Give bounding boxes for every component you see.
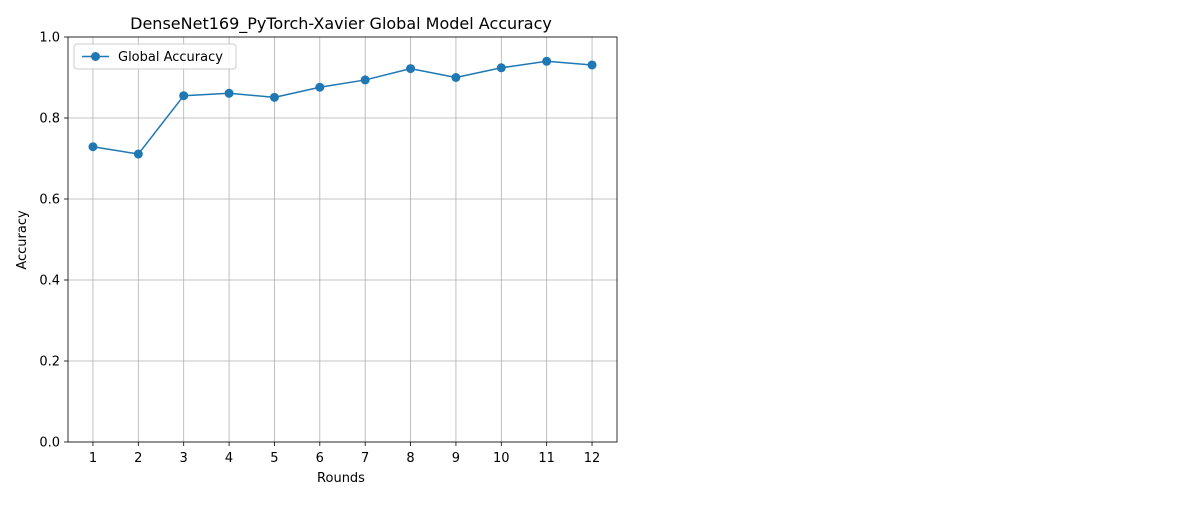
data-point bbox=[269, 92, 279, 102]
data-point bbox=[315, 82, 325, 92]
x-tick-label: 1 bbox=[89, 451, 97, 466]
y-tick-label: 0.4 bbox=[39, 274, 60, 289]
axes-layer: 1 2 3 4 5 6 7 8 9 10 11 120.00.20.40.60.81.0 bbox=[39, 31, 618, 466]
x-tick-label: 3 bbox=[180, 451, 188, 466]
data-point bbox=[179, 91, 189, 101]
x-tick-label: 4 bbox=[225, 451, 233, 466]
data-point bbox=[88, 142, 98, 152]
y-axis-title: Accuracy bbox=[15, 210, 30, 270]
legend-marker bbox=[91, 52, 100, 61]
y-tick-label: 0.6 bbox=[39, 193, 60, 208]
legend-box bbox=[73, 43, 237, 70]
x-tick-label: 11 bbox=[538, 451, 555, 466]
x-tick-label: 9 bbox=[452, 451, 460, 466]
x-tick-label: 6 bbox=[316, 451, 324, 466]
x-tick-label: 2 bbox=[134, 451, 142, 466]
y-tick-label: 1.0 bbox=[39, 31, 60, 46]
series-line bbox=[92, 60, 593, 155]
data-point bbox=[224, 88, 234, 98]
data-point bbox=[587, 60, 597, 70]
data-point bbox=[406, 64, 416, 74]
data-point bbox=[360, 75, 370, 85]
x-tick-label: 12 bbox=[584, 451, 601, 466]
y-tick-label: 0.2 bbox=[39, 355, 60, 370]
chart-title: DenseNet169_PyTorch-Xavier Global Model … bbox=[130, 14, 552, 34]
x-tick-label: 7 bbox=[361, 451, 369, 466]
series-layer bbox=[88, 56, 597, 159]
x-tick-label: 10 bbox=[493, 451, 510, 466]
y-tick-label: 0.0 bbox=[39, 436, 60, 451]
data-point bbox=[542, 56, 552, 66]
y-tick-label: 0.8 bbox=[39, 112, 60, 127]
x-tick-label: 8 bbox=[406, 451, 414, 466]
legend-label: Global Accuracy bbox=[118, 50, 223, 65]
data-point bbox=[451, 73, 461, 82]
x-axis-title: Rounds bbox=[317, 471, 365, 486]
legend: Global Accuracy bbox=[73, 43, 237, 70]
data-point bbox=[133, 149, 143, 159]
data-point bbox=[496, 63, 506, 73]
plot-frame bbox=[67, 36, 618, 443]
x-tick-label: 5 bbox=[270, 451, 278, 466]
